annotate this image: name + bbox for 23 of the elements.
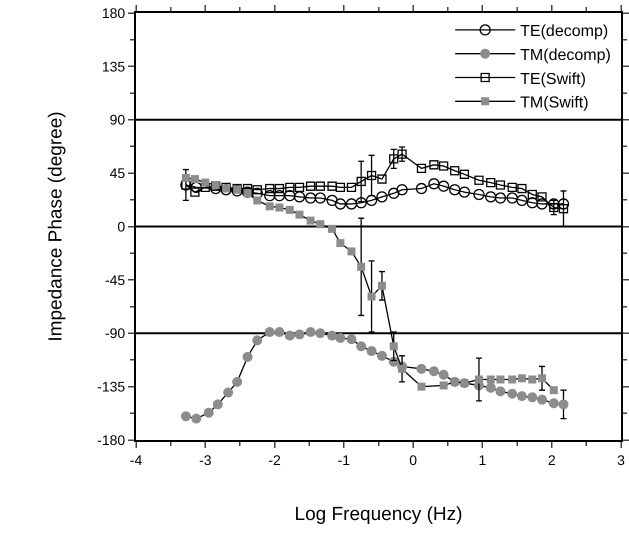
x-tick-label: 3 — [617, 452, 626, 468]
legend-label: TE(Swift) — [520, 70, 586, 88]
legend-label: TE(decomp) — [520, 23, 608, 40]
legend-label: TM(decomp) — [520, 46, 611, 64]
x-tick-label: 2 — [548, 452, 556, 468]
x-tick-label: -2 — [268, 452, 282, 468]
y-tick-label: 180 — [102, 4, 126, 21]
y-tick-label: 0 — [117, 218, 126, 234]
y-tick-label: -180 — [97, 432, 126, 448]
y-tick-label: -135 — [97, 378, 126, 395]
y-tick-label: -90 — [104, 325, 126, 342]
x-tick-label: -4 — [130, 452, 142, 468]
legend-label: TM(Swift) — [520, 94, 589, 112]
x-tick-label: 0 — [409, 452, 418, 468]
x-tick-label: -1 — [338, 452, 350, 468]
x-tick-label: -3 — [199, 452, 212, 468]
y-axis-title: Impedance Phase (degree) — [46, 111, 67, 342]
x-tick-label: 1 — [478, 452, 487, 468]
x-axis-title: Log Frequency (Hz) — [294, 504, 462, 526]
y-tick-label: 90 — [110, 112, 126, 128]
y-tick-label: -45 — [104, 272, 126, 288]
y-tick-label: 135 — [102, 58, 126, 74]
y-tick-label: 45 — [110, 165, 126, 182]
